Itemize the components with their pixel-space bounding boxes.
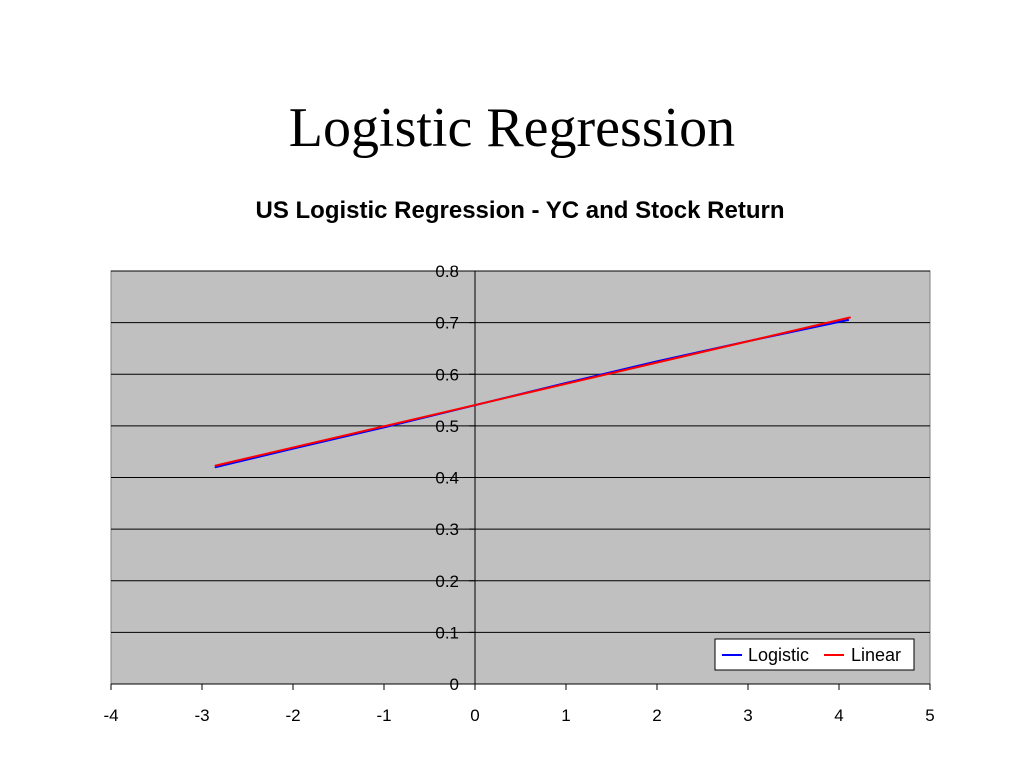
chart-title: US Logistic Regression - YC and Stock Re… bbox=[255, 197, 785, 224]
x-tick-label: 0 bbox=[470, 706, 479, 725]
axes: 0 0.1 0.2 0.3 0.4 0.5 0.6 0.7 0.8 -4 -3 -2 -1 0 1 2 3 4 5 bbox=[103, 262, 934, 725]
y-tick-label: 0.8 bbox=[435, 262, 459, 281]
x-tick-label: -4 bbox=[103, 706, 118, 725]
legend-label-linear: Linear bbox=[851, 645, 901, 665]
y-tick-label: 0.6 bbox=[435, 365, 459, 384]
x-tick-label: -3 bbox=[194, 706, 209, 725]
x-tick-label: 4 bbox=[834, 706, 843, 725]
x-tick-label: -2 bbox=[285, 706, 300, 725]
legend-box bbox=[714, 638, 915, 671]
x-tick-label: 5 bbox=[925, 706, 934, 725]
y-tick-label: 0.5 bbox=[435, 417, 459, 436]
series-line-linear bbox=[214, 316, 851, 467]
legend-label-logistic: Logistic bbox=[748, 645, 809, 665]
x-tick-label: 1 bbox=[561, 706, 570, 725]
y-tick-label: 0.7 bbox=[435, 314, 459, 333]
y-tick-label: 0.3 bbox=[435, 520, 459, 539]
slide-title: Logistic Regression bbox=[288, 97, 736, 159]
y-tick-label: 0.2 bbox=[435, 572, 459, 591]
legend: Logistic Linear bbox=[714, 638, 915, 671]
y-tick-label: 0.1 bbox=[435, 623, 459, 642]
x-tick-label: -1 bbox=[376, 706, 391, 725]
x-tick-label: 2 bbox=[652, 706, 661, 725]
y-tick-label: 0 bbox=[450, 675, 459, 694]
y-tick-label: 0.4 bbox=[435, 469, 459, 488]
x-tick-label: 3 bbox=[743, 706, 752, 725]
series-lines bbox=[214, 316, 851, 469]
